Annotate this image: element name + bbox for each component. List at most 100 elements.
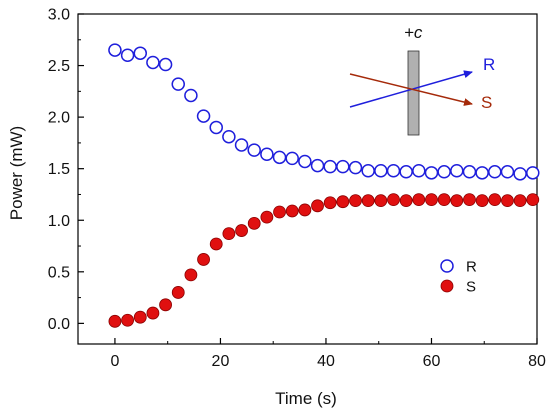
beam-S-label: S — [481, 93, 492, 112]
data-point-R — [108, 43, 122, 57]
data-point-R — [386, 164, 401, 178]
data-point-S — [121, 313, 134, 327]
x-tick-label: 0 — [110, 353, 119, 370]
crystal-axis-label: +c — [404, 23, 423, 42]
data-point-R — [374, 164, 388, 178]
series-S — [108, 193, 540, 328]
data-point-R — [184, 88, 198, 103]
y-axis-label: Power (mW) — [7, 126, 26, 220]
data-point-R — [475, 166, 489, 180]
data-point-S — [184, 268, 198, 282]
data-point-S — [374, 194, 388, 208]
data-point-S — [361, 194, 375, 208]
data-point-R — [412, 164, 426, 178]
data-point-R — [399, 165, 413, 179]
data-point-S — [463, 193, 476, 207]
y-tick-label: 0.0 — [48, 316, 70, 333]
data-point-R — [209, 120, 223, 135]
inset-beam-diagram: +c RS — [349, 23, 495, 136]
data-point-S — [437, 193, 451, 207]
data-point-S — [273, 205, 286, 219]
data-point-R — [298, 154, 312, 169]
data-point-S — [311, 199, 324, 213]
legend-label-S: S — [466, 279, 476, 296]
data-point-R — [488, 165, 502, 179]
data-point-R — [158, 57, 173, 72]
data-point-R — [424, 166, 439, 180]
x-axis: 0 20 40 60 80 — [110, 338, 546, 370]
data-series — [108, 43, 540, 328]
x-tick-label: 60 — [423, 353, 441, 370]
data-point-R — [323, 159, 337, 174]
data-point-S — [260, 210, 274, 224]
legend: RS — [440, 259, 477, 296]
data-point-R — [500, 165, 515, 179]
data-point-R — [361, 164, 375, 178]
data-point-S — [336, 195, 350, 209]
data-point-R — [260, 147, 274, 161]
data-point-S — [146, 306, 160, 320]
data-point-R — [462, 165, 477, 179]
data-point-S — [133, 310, 147, 324]
y-tick-label: 3.0 — [48, 7, 70, 24]
y-tick-label: 0.5 — [48, 264, 70, 281]
beam-R-label: R — [483, 55, 495, 74]
data-point-S — [108, 314, 122, 328]
x-tick-label: 80 — [528, 353, 546, 370]
data-point-S — [298, 203, 312, 217]
data-point-S — [526, 193, 540, 207]
data-point-R — [348, 160, 363, 175]
y-tick-label: 1.5 — [48, 161, 70, 178]
x-axis-label: Time (s) — [275, 389, 337, 408]
data-point-S — [513, 194, 527, 208]
data-point-R — [222, 129, 236, 144]
data-point-S — [412, 193, 426, 207]
data-point-S — [222, 227, 236, 241]
data-point-S — [387, 193, 400, 207]
x-tick-label: 20 — [212, 353, 230, 370]
data-point-R — [513, 167, 527, 181]
data-point-R — [120, 48, 135, 62]
legend-marker-S — [440, 279, 454, 293]
data-point-R — [310, 158, 325, 173]
data-point-S — [501, 194, 514, 208]
data-point-S — [171, 286, 185, 299]
x-tick-label: 40 — [317, 353, 335, 370]
y-tick-label: 1.0 — [48, 213, 70, 230]
data-point-R — [146, 55, 160, 70]
series-R — [108, 43, 540, 181]
data-point-S — [235, 224, 248, 237]
data-point-S — [323, 196, 337, 210]
legend-label-R: R — [466, 259, 477, 276]
data-point-R — [285, 151, 299, 166]
plot-border — [77, 13, 538, 345]
y-tick-label: 2.5 — [48, 58, 70, 75]
y-tick-label: 2.0 — [48, 110, 70, 127]
data-point-S — [197, 253, 210, 266]
data-point-S — [285, 204, 299, 218]
data-point-S — [475, 194, 489, 208]
data-point-R — [526, 166, 540, 180]
data-point-R — [247, 143, 261, 157]
data-point-R — [196, 109, 211, 123]
data-point-R — [133, 46, 148, 60]
data-point-S — [349, 194, 362, 208]
data-point-R — [171, 77, 185, 91]
data-point-S — [399, 194, 413, 208]
data-point-S — [450, 194, 464, 208]
data-point-S — [425, 193, 438, 207]
data-point-S — [247, 216, 261, 230]
plot-frame — [77, 13, 538, 345]
data-point-R — [336, 159, 350, 174]
data-point-R — [450, 164, 464, 178]
data-point-S — [488, 193, 502, 207]
y-axis: 0.0 0.5 1.0 1.5 2.0 2.5 3.0 — [48, 7, 84, 333]
beam-S-arrow — [349, 73, 473, 106]
data-point-R — [234, 138, 249, 152]
data-point-S — [159, 298, 172, 312]
data-point-R — [272, 150, 287, 165]
legend-marker-R — [440, 259, 454, 273]
data-point-S — [209, 237, 223, 251]
data-point-R — [437, 165, 451, 179]
